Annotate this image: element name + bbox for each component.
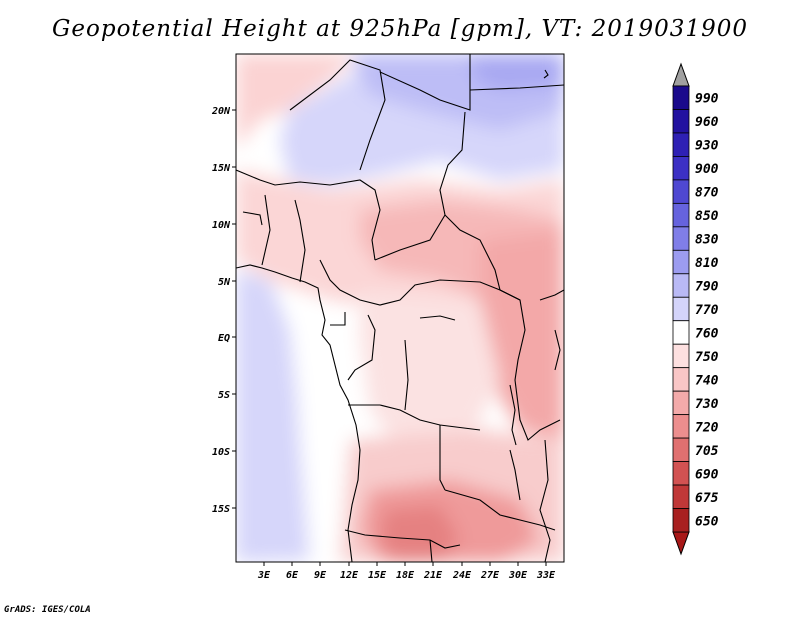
lon-label: 30E [508, 570, 528, 581]
lat-label: 5S [218, 390, 230, 401]
colorbar-label: 990 [695, 92, 719, 107]
shade-coast-white [290, 300, 360, 562]
colorbar-cell [672, 273, 690, 298]
colorbar-cell [672, 85, 690, 110]
lat-label: 5N [218, 277, 231, 288]
colorbar-label: 790 [695, 280, 719, 295]
colorbar-label: 830 [695, 233, 719, 248]
lat-label: 10N [212, 220, 231, 231]
colorbar-label: 960 [695, 115, 719, 130]
colorbar-label: 650 [695, 514, 719, 529]
colorbar-label: 870 [695, 186, 719, 201]
colorbar-label: 675 [695, 491, 719, 506]
colorbar-cell [672, 249, 690, 275]
shade-east-africa [480, 230, 564, 440]
colorbar-cell [672, 343, 690, 369]
shade-libya-dark-blue [470, 54, 564, 90]
colorbar-cell [672, 367, 690, 392]
colorbar-cell [672, 461, 690, 486]
colorbar-cell [672, 414, 690, 439]
colorbar-cell [672, 202, 690, 228]
colorbar-label: 810 [695, 256, 719, 271]
colorbar-label: 690 [695, 467, 719, 482]
colorbar-cell [672, 226, 690, 251]
lat-ticks [232, 109, 236, 509]
colorbar-label: 730 [695, 397, 719, 412]
country-borders [236, 54, 564, 562]
lon-label: 12E [340, 570, 359, 581]
lat-label: 20N [211, 106, 231, 117]
lat-label: 15S [212, 504, 230, 515]
colorbar-cell [672, 156, 690, 181]
colorbar-cell [672, 109, 690, 134]
colorbar-cell [672, 296, 690, 322]
lon-label: 18E [396, 570, 415, 581]
colorbar-arrow-top [672, 62, 690, 87]
colorbar-label: 740 [695, 373, 719, 388]
lat-label: 15N [212, 163, 231, 174]
colorbar-cell [672, 390, 690, 416]
colorbar-label: 750 [695, 350, 719, 365]
colorbar-cell [672, 484, 690, 509]
colorbar-label: 760 [695, 326, 719, 341]
colorbar-label: 930 [695, 139, 719, 154]
height-field [236, 54, 564, 562]
lon-label: 27E [480, 570, 500, 581]
shade-atlantic-blue [236, 270, 320, 562]
shade-south-deepest [380, 505, 460, 562]
lon-label: 6E [286, 570, 299, 581]
colorbar-label: 850 [695, 209, 719, 224]
colorbar-cell [672, 508, 690, 533]
map-title: Geopotential Height at 925hPa [gpm], VT:… [52, 16, 748, 42]
lon-ticks [263, 562, 547, 566]
colorbar-label: 705 [695, 444, 719, 459]
lon-labels: 3E 6E 9E 12E 15E 18E 21E 24E 27E 30E 33E [257, 570, 556, 581]
colorbar: 990 960 930 900 870 850 830 810 790 770 760 750 740 7… [672, 62, 719, 556]
lon-label: 33E [536, 570, 556, 581]
grads-credit: GrADS: IGES/COLA [4, 605, 91, 615]
lat-label: 10S [212, 447, 230, 458]
lat-labels: 20N 15N 10N 5N EQ 5S 10S 15S [211, 106, 231, 515]
map-frame [235, 53, 565, 563]
colorbar-label: 900 [695, 162, 719, 177]
lat-label: EQ [218, 333, 230, 344]
shade-congo-pink [360, 290, 500, 450]
lon-label: 24E [452, 570, 472, 581]
lon-label: 3E [257, 570, 271, 581]
lon-label: 9E [314, 570, 327, 581]
lon-label: 15E [368, 570, 387, 581]
colorbar-cell [672, 437, 690, 462]
shade-north-pink [236, 54, 360, 150]
colorbar-label: 720 [695, 420, 719, 435]
colorbar-cell [672, 320, 690, 345]
colorbar-arrow-bottom [672, 531, 690, 556]
lon-label: 21E [423, 570, 443, 581]
colorbar-label: 770 [695, 303, 719, 318]
colorbar-cell [672, 179, 690, 204]
colorbar-cell [672, 132, 690, 157]
